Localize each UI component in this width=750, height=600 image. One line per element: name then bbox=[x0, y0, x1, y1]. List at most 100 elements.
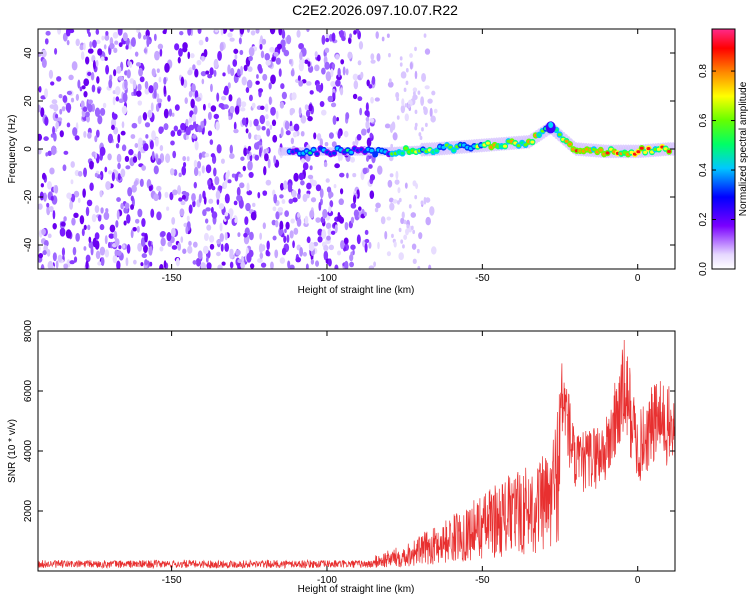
spectrogram-noise-blob bbox=[310, 259, 315, 265]
spectrogram-noise-blob bbox=[389, 202, 395, 211]
spectrogram-noise-blob bbox=[204, 232, 209, 242]
spectrogram-y-tick-label: -20 bbox=[23, 189, 34, 204]
spectrogram-noise-blob bbox=[335, 53, 340, 60]
signal-peak bbox=[598, 148, 603, 152]
spectrogram-noise-blob bbox=[261, 38, 267, 45]
spectrogram-noise-blob bbox=[398, 197, 402, 203]
spectrogram-noise-blob bbox=[210, 83, 213, 93]
spectrogram-noise-blob bbox=[52, 252, 57, 262]
spectrogram-noise-blob bbox=[209, 139, 214, 145]
spectrogram-noise-blob bbox=[398, 227, 402, 233]
spectrogram-noise-blob bbox=[191, 114, 197, 122]
spectrogram-noise-blob bbox=[143, 35, 147, 40]
spectrogram-noise-blob bbox=[61, 247, 66, 257]
spectrogram-noise-blob bbox=[245, 202, 251, 212]
spectrogram-noise-blob bbox=[121, 121, 125, 129]
spectrogram-noise-blob bbox=[154, 137, 159, 147]
spectrogram-noise-blob bbox=[384, 123, 391, 129]
spectrogram-noise-blob bbox=[328, 244, 335, 251]
spectrogram-y-tick-label: 20 bbox=[23, 95, 34, 107]
spectrogram-noise-blob bbox=[184, 97, 188, 104]
spectrogram-noise-blob bbox=[270, 74, 276, 85]
spectrogram-noise-blob bbox=[83, 167, 87, 178]
spectrogram-noise-blob bbox=[337, 250, 342, 256]
spectrogram-noise-blob bbox=[309, 90, 314, 95]
spectrogram-noise-blob bbox=[373, 261, 377, 267]
signal-peak bbox=[451, 148, 456, 153]
spectrogram-noise-blob bbox=[412, 180, 417, 187]
spectrogram-noise-blob bbox=[87, 224, 91, 231]
spectrogram-noise-blob bbox=[363, 211, 367, 217]
spectrogram-noise-blob bbox=[233, 48, 239, 54]
spectrogram-noise-blob bbox=[399, 56, 403, 61]
spectrogram-noise-blob bbox=[210, 153, 216, 158]
spectrogram-noise-blob bbox=[92, 60, 96, 70]
spectrogram-noise-blob bbox=[186, 156, 190, 162]
spectrogram-noise-blob bbox=[113, 230, 118, 240]
spectrogram-noise-blob bbox=[204, 152, 210, 158]
spectrogram-noise-blob bbox=[366, 137, 372, 147]
spectrogram-noise-blob bbox=[192, 134, 197, 139]
spectrogram-noise-blob bbox=[258, 243, 264, 254]
spectrogram-noise-blob bbox=[42, 250, 47, 256]
spectrogram-noise-blob bbox=[100, 56, 105, 62]
spectrogram-noise-blob bbox=[138, 67, 143, 77]
spectrogram-noise-blob bbox=[290, 218, 295, 224]
spectrogram-noise-blob bbox=[224, 242, 230, 252]
spectrogram-noise-blob bbox=[198, 170, 202, 177]
spectrogram-noise-blob bbox=[83, 246, 87, 251]
spectrogram-noise-blob bbox=[109, 224, 116, 233]
signal-burst-core bbox=[548, 122, 554, 128]
spectrogram-noise-blob bbox=[307, 61, 311, 67]
spectrogram-noise-blob bbox=[75, 232, 80, 242]
spectrogram-noise-blob bbox=[203, 118, 207, 127]
spectrogram-noise-blob bbox=[107, 241, 111, 249]
spectrogram-noise-blob bbox=[350, 156, 356, 163]
spectrogram-noise-blob bbox=[105, 180, 111, 191]
spectrogram-noise-blob bbox=[229, 144, 233, 154]
spectrogram-noise-blob bbox=[400, 71, 407, 79]
spectrogram-noise-blob bbox=[414, 125, 418, 131]
spectrogram-noise-blob bbox=[159, 264, 164, 269]
spectrogram-noise-blob bbox=[191, 193, 196, 202]
signal-peak bbox=[530, 140, 535, 144]
spectrogram-noise-blob bbox=[326, 186, 332, 193]
spectrogram-noise-blob bbox=[369, 132, 373, 139]
spectrogram-noise-blob bbox=[316, 54, 321, 62]
spectrogram-noise-blob bbox=[289, 264, 295, 269]
spectrogram-noise-blob bbox=[327, 258, 332, 267]
spectrogram-noise-blob bbox=[205, 207, 211, 212]
spectrogram-noise-blob bbox=[401, 98, 405, 107]
spectrogram-noise-blob bbox=[388, 197, 394, 203]
spectrogram-noise-blob bbox=[342, 66, 346, 76]
spectrogram-noise-blob bbox=[396, 115, 400, 120]
spectrogram-noise-blob bbox=[95, 29, 100, 35]
spectrogram-noise-blob bbox=[300, 115, 307, 124]
spectrogram-noise-blob bbox=[85, 260, 89, 269]
spectrogram-noise-blob bbox=[219, 42, 224, 52]
spectrogram-noise-blob bbox=[315, 83, 320, 92]
spectrogram-noise-blob bbox=[164, 191, 169, 199]
spectrogram-noise-blob bbox=[169, 192, 174, 201]
spectrogram-noise-blob bbox=[186, 215, 190, 222]
spectrogram-noise-blob bbox=[220, 158, 225, 164]
spectrogram-noise-blob bbox=[265, 60, 271, 66]
spectrogram-noise-blob bbox=[344, 260, 349, 269]
snr-panel: -150 -100 -50 0 2000 4000 6000 8000 Height of … bbox=[7, 319, 676, 595]
spectrogram-noise-blob bbox=[50, 195, 54, 201]
spectrogram-noise-blob bbox=[83, 224, 87, 231]
spectrogram-noise-blob bbox=[217, 264, 223, 269]
spectrogram-noise-blob bbox=[85, 56, 90, 65]
spectrogram-noise-blob bbox=[200, 71, 207, 77]
spectrogram-noise-blob bbox=[321, 67, 326, 75]
spectrogram-noise-blob bbox=[339, 188, 344, 195]
spectrogram-noise-blob bbox=[264, 103, 269, 112]
spectrogram-noise-blob bbox=[339, 154, 343, 161]
spectrogram-noise-blob bbox=[113, 47, 118, 54]
spectrogram-noise-blob bbox=[296, 217, 302, 227]
spectrogram-noise-blob bbox=[53, 103, 59, 112]
spectrogram-noise-blob bbox=[156, 185, 162, 192]
spectrogram-noise-blob bbox=[181, 190, 187, 196]
spectrogram-noise-blob bbox=[83, 42, 86, 51]
spectrogram-noise-blob bbox=[260, 105, 265, 110]
